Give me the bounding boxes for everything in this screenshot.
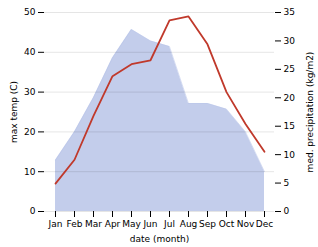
svg-text:Mar: Mar (85, 219, 102, 229)
svg-text:30: 30 (284, 36, 296, 46)
svg-text:date (month): date (month) (130, 234, 189, 244)
svg-text:0: 0 (284, 206, 290, 216)
svg-text:Feb: Feb (67, 219, 83, 229)
svg-text:max temp (C): max temp (C) (9, 81, 19, 143)
svg-text:Jul: Jul (163, 219, 175, 229)
svg-text:Aug: Aug (180, 219, 198, 229)
svg-text:0: 0 (30, 206, 36, 216)
svg-text:Jan: Jan (48, 219, 63, 229)
svg-text:30: 30 (24, 87, 36, 97)
svg-text:35: 35 (284, 7, 295, 17)
svg-text:med. precipitation (kg/m2): med. precipitation (kg/m2) (305, 52, 315, 173)
svg-text:5: 5 (284, 178, 290, 188)
svg-text:Sep: Sep (199, 219, 216, 229)
svg-text:20: 20 (284, 93, 296, 103)
svg-text:Jun: Jun (142, 219, 157, 229)
svg-text:25: 25 (284, 64, 295, 74)
svg-text:15: 15 (284, 121, 295, 131)
svg-text:May: May (122, 219, 141, 229)
svg-text:Apr: Apr (105, 219, 121, 229)
svg-text:Oct: Oct (219, 219, 235, 229)
svg-text:Nov: Nov (237, 219, 255, 229)
svg-text:10: 10 (284, 150, 296, 160)
svg-text:Dec: Dec (256, 219, 273, 229)
svg-text:10: 10 (24, 167, 36, 177)
svg-text:50: 50 (24, 7, 36, 17)
svg-text:20: 20 (24, 127, 36, 137)
svg-text:40: 40 (24, 47, 36, 57)
